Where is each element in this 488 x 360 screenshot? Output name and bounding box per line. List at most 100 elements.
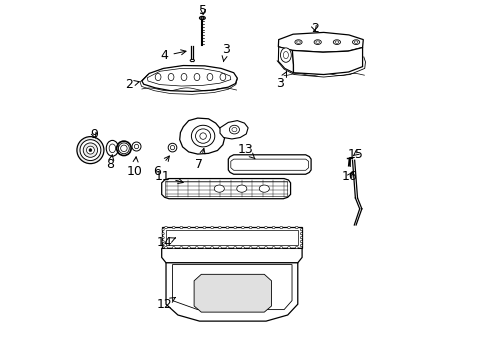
Polygon shape bbox=[228, 155, 310, 174]
Ellipse shape bbox=[313, 40, 321, 45]
Ellipse shape bbox=[168, 73, 174, 81]
Text: 16: 16 bbox=[341, 170, 357, 183]
Text: 2: 2 bbox=[124, 78, 139, 91]
Ellipse shape bbox=[195, 247, 198, 249]
Text: 15: 15 bbox=[347, 148, 363, 161]
Ellipse shape bbox=[279, 226, 282, 229]
Ellipse shape bbox=[236, 185, 246, 192]
Text: 6: 6 bbox=[153, 156, 169, 177]
Text: 7: 7 bbox=[195, 148, 204, 171]
Ellipse shape bbox=[210, 247, 213, 249]
Ellipse shape bbox=[300, 237, 302, 239]
Ellipse shape bbox=[162, 244, 164, 247]
Polygon shape bbox=[142, 66, 237, 91]
Ellipse shape bbox=[80, 140, 101, 161]
Ellipse shape bbox=[162, 240, 164, 243]
Ellipse shape bbox=[190, 59, 194, 62]
Ellipse shape bbox=[300, 244, 302, 247]
Ellipse shape bbox=[206, 73, 212, 81]
Bar bbox=[162, 227, 302, 248]
Ellipse shape bbox=[248, 226, 251, 229]
Ellipse shape bbox=[164, 226, 167, 229]
Text: 13: 13 bbox=[237, 143, 254, 159]
Ellipse shape bbox=[264, 226, 267, 229]
Ellipse shape bbox=[295, 226, 298, 229]
Ellipse shape bbox=[162, 233, 164, 235]
Ellipse shape bbox=[86, 146, 94, 154]
Bar bbox=[166, 230, 297, 245]
Ellipse shape bbox=[280, 48, 291, 62]
Ellipse shape bbox=[134, 144, 139, 149]
Ellipse shape bbox=[200, 133, 206, 139]
Polygon shape bbox=[220, 121, 247, 139]
Ellipse shape bbox=[164, 247, 167, 249]
Ellipse shape bbox=[300, 233, 302, 235]
Ellipse shape bbox=[203, 247, 205, 249]
Ellipse shape bbox=[256, 226, 259, 229]
Ellipse shape bbox=[106, 140, 118, 156]
Ellipse shape bbox=[180, 226, 183, 229]
Ellipse shape bbox=[121, 145, 127, 152]
Ellipse shape bbox=[354, 41, 357, 44]
Ellipse shape bbox=[191, 125, 214, 147]
Ellipse shape bbox=[172, 226, 175, 229]
Ellipse shape bbox=[225, 247, 228, 249]
Ellipse shape bbox=[315, 41, 319, 44]
Ellipse shape bbox=[218, 226, 221, 229]
Ellipse shape bbox=[199, 17, 205, 20]
Ellipse shape bbox=[109, 144, 115, 153]
Polygon shape bbox=[162, 179, 290, 199]
Ellipse shape bbox=[162, 229, 164, 231]
Ellipse shape bbox=[333, 40, 340, 45]
Ellipse shape bbox=[77, 137, 104, 164]
Ellipse shape bbox=[181, 73, 186, 81]
Ellipse shape bbox=[279, 247, 282, 249]
Ellipse shape bbox=[180, 247, 183, 249]
Ellipse shape bbox=[118, 143, 129, 154]
Ellipse shape bbox=[264, 247, 267, 249]
Text: 12: 12 bbox=[156, 297, 175, 311]
Ellipse shape bbox=[220, 73, 225, 81]
Polygon shape bbox=[166, 263, 297, 321]
Ellipse shape bbox=[172, 247, 175, 249]
Ellipse shape bbox=[272, 247, 275, 249]
Ellipse shape bbox=[229, 125, 239, 134]
Ellipse shape bbox=[132, 142, 141, 151]
Ellipse shape bbox=[218, 247, 221, 249]
Ellipse shape bbox=[287, 226, 290, 229]
Ellipse shape bbox=[259, 185, 269, 192]
Ellipse shape bbox=[194, 73, 200, 81]
Ellipse shape bbox=[233, 247, 236, 249]
Ellipse shape bbox=[170, 145, 174, 150]
Ellipse shape bbox=[272, 226, 275, 229]
Text: 10: 10 bbox=[126, 157, 142, 177]
Ellipse shape bbox=[295, 247, 298, 249]
Ellipse shape bbox=[241, 226, 244, 229]
Ellipse shape bbox=[195, 129, 210, 143]
Ellipse shape bbox=[155, 73, 161, 81]
Text: 5: 5 bbox=[199, 4, 207, 17]
Text: 14: 14 bbox=[156, 236, 175, 249]
Polygon shape bbox=[292, 48, 362, 75]
Polygon shape bbox=[278, 47, 293, 73]
Text: 3: 3 bbox=[222, 43, 229, 62]
Ellipse shape bbox=[187, 226, 190, 229]
Ellipse shape bbox=[300, 229, 302, 231]
Ellipse shape bbox=[283, 51, 288, 59]
Text: 2: 2 bbox=[310, 22, 318, 35]
Ellipse shape bbox=[296, 41, 300, 44]
Ellipse shape bbox=[300, 240, 302, 243]
Ellipse shape bbox=[83, 143, 98, 157]
Ellipse shape bbox=[168, 143, 177, 152]
Text: 8: 8 bbox=[106, 155, 114, 171]
Text: 9: 9 bbox=[90, 128, 98, 141]
Polygon shape bbox=[162, 248, 302, 263]
Ellipse shape bbox=[210, 226, 213, 229]
Ellipse shape bbox=[241, 247, 244, 249]
Ellipse shape bbox=[214, 185, 224, 192]
Ellipse shape bbox=[203, 226, 205, 229]
Ellipse shape bbox=[256, 247, 259, 249]
Ellipse shape bbox=[162, 237, 164, 239]
Ellipse shape bbox=[225, 226, 228, 229]
Ellipse shape bbox=[352, 40, 359, 45]
